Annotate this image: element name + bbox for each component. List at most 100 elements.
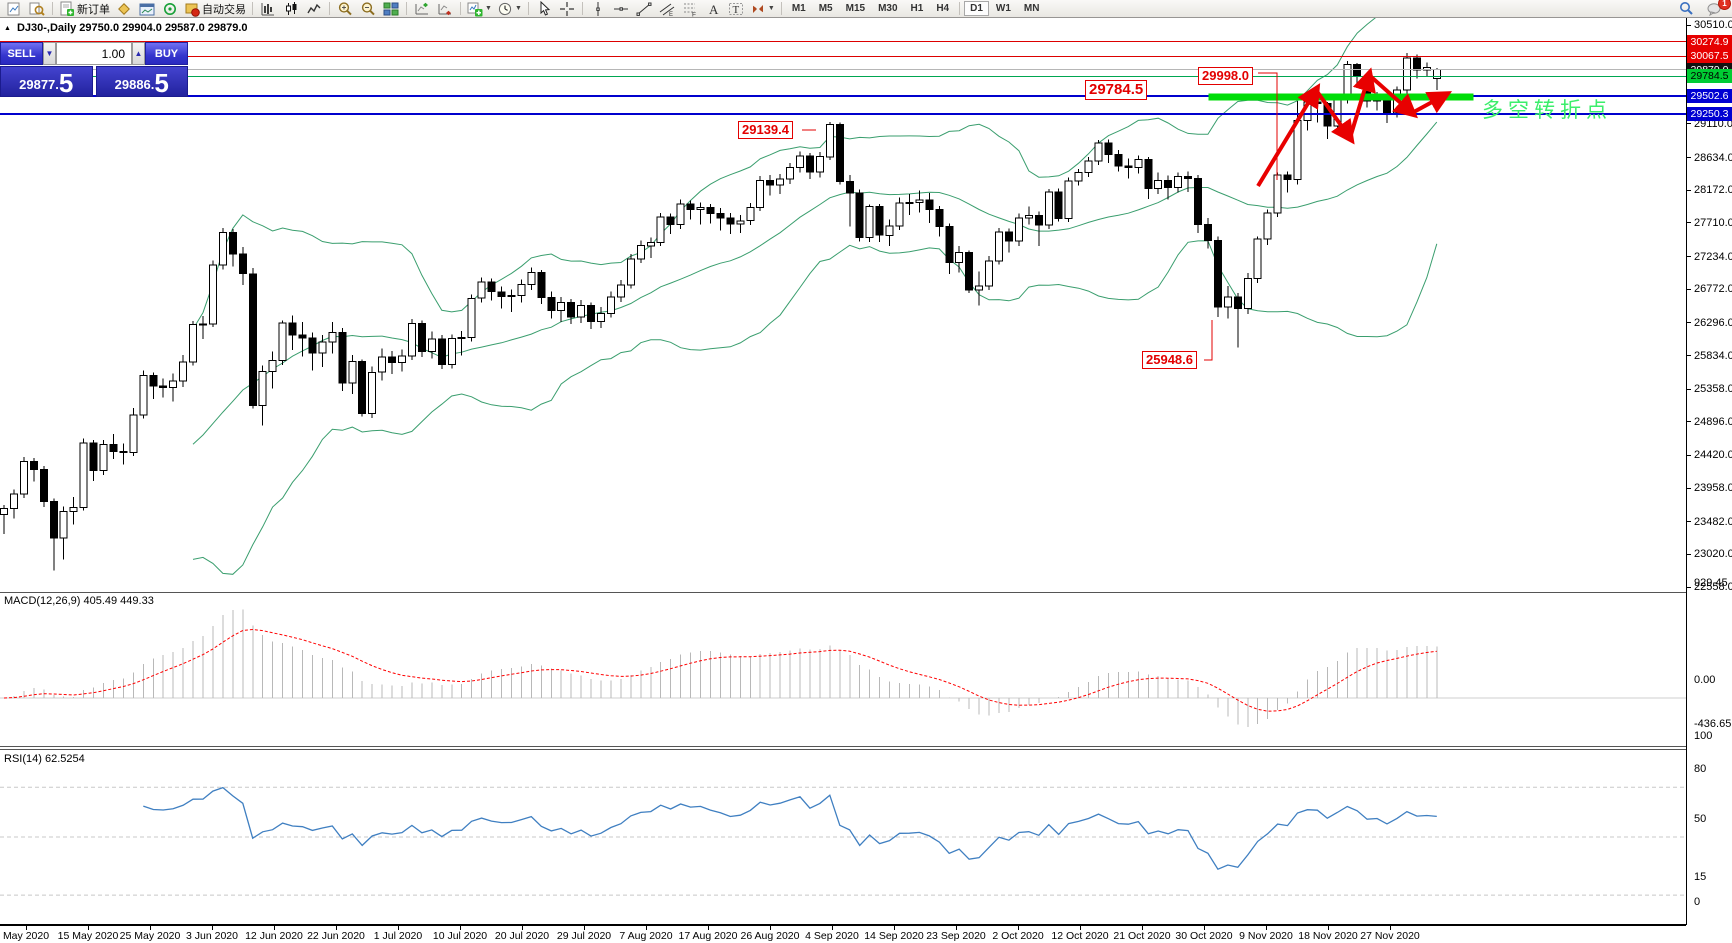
support-band-object[interactable]	[1208, 93, 1474, 101]
chart-window-button[interactable]	[136, 1, 158, 17]
timeframe-m15-button[interactable]: M15	[845, 3, 866, 14]
macd-panel-canvas[interactable]	[0, 592, 1686, 747]
tile-windows-button[interactable]	[380, 1, 402, 17]
chart-shift-button[interactable]	[411, 1, 433, 17]
price-annotation-label[interactable]: 25948.6	[1142, 351, 1197, 369]
new-order-button[interactable]: 新订单	[57, 1, 112, 17]
buy-price-display[interactable]: 29886. 5	[95, 66, 188, 98]
channel-button[interactable]: E	[656, 1, 678, 17]
zoom-in-button[interactable]	[334, 1, 356, 17]
label-connectors	[802, 72, 1278, 361]
search-button[interactable]	[1675, 1, 1697, 17]
add-indicator-button[interactable]: ▼	[465, 1, 494, 17]
mql-icon	[118, 2, 130, 15]
rsi-tick-label: 100	[1694, 730, 1713, 742]
date-tick-label: 12 Jun 2020	[245, 930, 303, 942]
bar-chart-button[interactable]	[257, 1, 279, 17]
dropdown-caret-icon: ▼	[485, 4, 492, 12]
date-tick-label: 18 Nov 2020	[1298, 930, 1358, 942]
volume-input[interactable]: 1.00	[56, 42, 132, 65]
collapse-icon[interactable]: ▲	[4, 24, 11, 32]
svg-text:T: T	[732, 4, 739, 16]
arrows-button[interactable]: ▼	[748, 1, 777, 17]
price-tick-label: 28172.0	[1694, 184, 1732, 197]
price-tick-label: 24896.0	[1694, 415, 1732, 428]
dropdown-caret-icon: ▼	[767, 4, 775, 12]
timeframe-w1-button[interactable]: W1	[995, 3, 1011, 14]
price-tick-mark	[1687, 553, 1691, 555]
new-order-icon	[60, 1, 74, 16]
vline-button[interactable]	[587, 1, 609, 17]
timeframe-d1-button[interactable]: D1	[964, 1, 989, 16]
price-annotation-label[interactable]: 29139.4	[738, 121, 793, 139]
timeframe-mn-button[interactable]: MN	[1023, 3, 1040, 14]
macd-tick-label: 0.00	[1694, 674, 1716, 686]
time-axis[interactable]: May 2020 15 May 2020 25 May 2020 3 Jun 2020…	[0, 925, 1686, 943]
arrows-icon	[752, 4, 763, 13]
date-tick-label: 22 Jun 2020	[307, 930, 365, 942]
profiles-button[interactable]	[26, 1, 48, 17]
hline-icon	[613, 6, 628, 11]
date-tick-mark	[398, 926, 399, 930]
symbol-info-bar[interactable]: ▲ DJ30-,Daily 29750.0 29904.0 29587.0 29…	[4, 22, 248, 34]
turning-point-note[interactable]: 多空转折点	[1482, 99, 1612, 122]
timeframe-h1-button[interactable]: H1	[910, 3, 924, 14]
price-tick-mark	[1687, 123, 1691, 125]
price-annotation-label[interactable]: 29784.5	[1085, 80, 1148, 100]
date-tick-mark	[26, 926, 27, 930]
mql-button[interactable]	[113, 1, 135, 17]
date-tick-label: 3 Jun 2020	[186, 930, 238, 942]
timeframe-m30-button[interactable]: M30	[878, 3, 898, 14]
price-axis[interactable]: 30510.0 29110.0 28634.0 28172.0 27710.0 27234…	[1686, 18, 1732, 925]
buy-button[interactable]: BUY	[145, 42, 188, 65]
price-tick-label: 25358.0	[1694, 383, 1732, 396]
hline-button[interactable]	[610, 1, 632, 17]
cursor-button[interactable]	[533, 0, 555, 17]
chart-autoscroll-button[interactable]	[434, 1, 456, 17]
signals-button[interactable]	[159, 1, 181, 17]
buy-price-main: 29886.	[114, 77, 155, 92]
line-chart-button[interactable]	[303, 1, 325, 17]
rsi-tick-label: 0	[1694, 896, 1701, 908]
text-label-button[interactable]: T	[725, 1, 747, 17]
price-tick-mark	[1687, 388, 1691, 390]
tile-windows-icon	[383, 2, 399, 15]
text-button[interactable]: A	[702, 1, 724, 17]
sell-price-display[interactable]: 29877. 5	[0, 66, 93, 97]
timeframe-h4-button[interactable]: H4	[936, 3, 950, 14]
macd-tick-label: 929.45	[1694, 577, 1728, 589]
macd-tick-label: -436.65	[1694, 718, 1732, 730]
timeframe-m5-button[interactable]: M5	[818, 3, 833, 14]
chart-window[interactable]: ▲ DJ30-,Daily 29750.0 29904.0 29587.0 29…	[0, 18, 1732, 943]
date-tick-mark	[1142, 926, 1143, 930]
trend-zigzag-arrows[interactable]	[1256, 67, 1453, 188]
toolbar-separator	[252, 2, 253, 15]
autotrade-button[interactable]: 自动交易	[182, 1, 248, 17]
price-tick-label: 22558.0	[1694, 581, 1732, 593]
new-order-label: 新订单	[77, 3, 110, 16]
notifications-button[interactable]: 1	[1703, 0, 1731, 17]
new-chart-button[interactable]	[3, 1, 25, 17]
buy-price-pip: 5	[154, 68, 169, 98]
line-chart-icon	[307, 3, 321, 13]
date-tick-mark	[1328, 926, 1329, 930]
date-tick-mark	[584, 926, 585, 930]
signals-icon	[164, 2, 176, 15]
sell-button[interactable]: SELL	[0, 42, 43, 65]
candle-chart-button[interactable]	[280, 1, 302, 17]
volume-decrease-button[interactable]: ▼	[43, 42, 56, 65]
crosshair-button[interactable]	[556, 1, 578, 17]
macd-histogram	[13, 609, 1438, 727]
chart-window-icon	[139, 3, 155, 15]
price-annotation-label[interactable]: 29998.0	[1198, 67, 1253, 85]
zoom-out-button[interactable]	[357, 1, 379, 17]
timeframe-m1-button[interactable]: M1	[791, 3, 806, 14]
new-chart-icon	[7, 2, 20, 15]
trendline-button[interactable]	[633, 1, 655, 17]
clock-button[interactable]: ▼	[495, 1, 524, 17]
rsi-panel-canvas[interactable]	[0, 749, 1686, 925]
fibonacci-button[interactable]: F	[679, 1, 701, 17]
candle-chart-icon	[286, 1, 297, 15]
volume-increase-button[interactable]: ▲	[132, 42, 145, 65]
price-chart-canvas[interactable]	[0, 18, 1686, 590]
